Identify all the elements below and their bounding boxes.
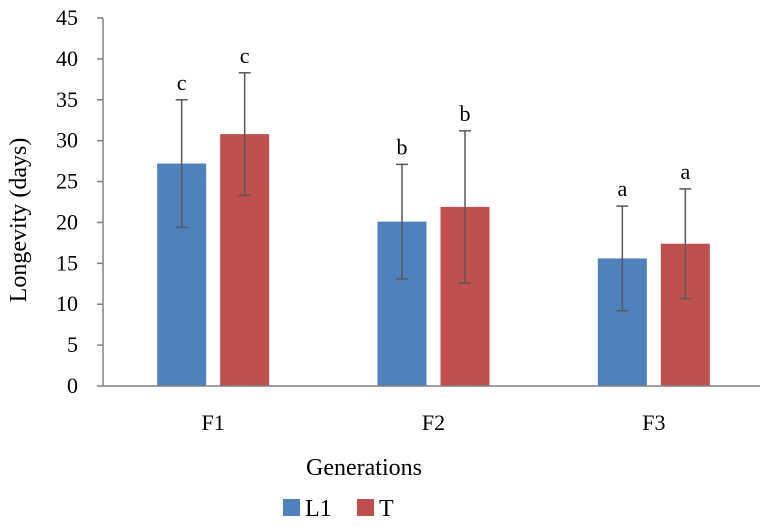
y-axis-title: Longevity (days) [6,138,32,303]
y-tick-label: 20 [56,209,78,234]
x-tick-label: F2 [422,410,445,435]
legend-swatch [357,499,374,516]
bars [157,134,710,386]
y-tick-label: 35 [56,87,78,112]
error-bars [175,72,692,312]
x-tick-label: F1 [202,410,225,435]
significance-label: b [397,134,408,159]
x-tick-label: F3 [642,410,665,435]
significance-label: c [177,70,187,95]
legend-label: T [379,496,394,522]
y-tick-label: 25 [56,169,78,194]
y-tick-label: 45 [56,5,78,30]
legend-label: L1 [305,496,332,522]
x-axis-ticks: F1 F2 F3 [202,410,666,435]
significance-label: b [460,101,471,126]
significance-label: a [617,176,627,201]
significance-label: c [240,43,250,68]
legend-swatch [283,499,300,516]
x-axis-title: Generations [306,455,422,481]
y-tick-label: 30 [56,128,78,153]
significance-labels: c c b b a a [177,43,691,201]
y-tick-label: 5 [67,332,78,357]
legend: L1 T [283,496,394,522]
y-tick-label: 40 [56,46,78,71]
significance-label: a [680,159,690,184]
y-tick-label: 10 [56,291,78,316]
y-tick-label: 15 [56,250,78,275]
y-tick-label: 0 [67,373,78,398]
y-axis-ticks: 0 5 10 15 20 25 30 35 40 45 [56,5,103,398]
